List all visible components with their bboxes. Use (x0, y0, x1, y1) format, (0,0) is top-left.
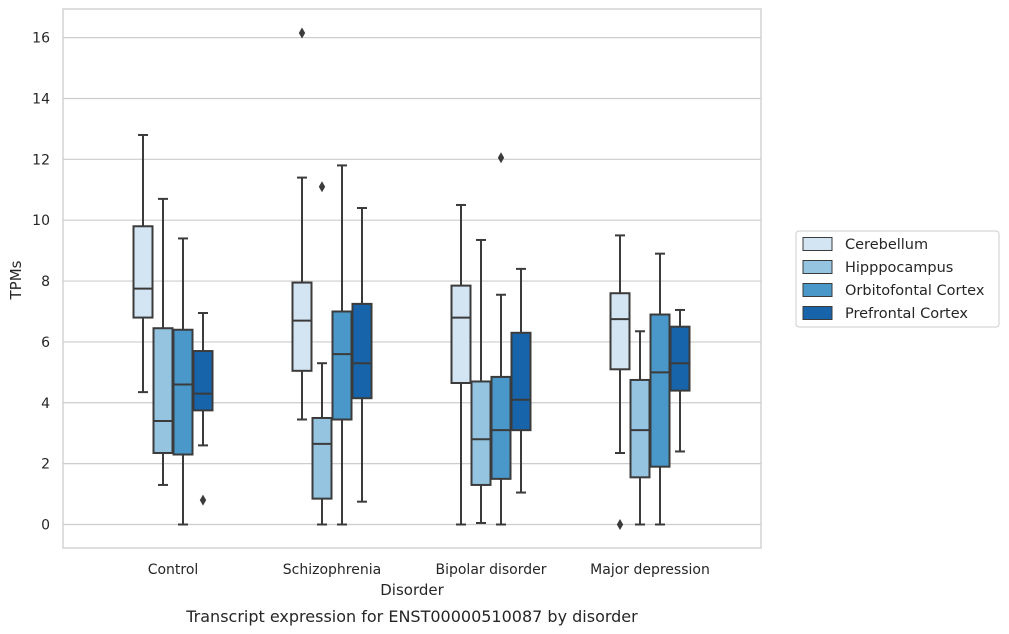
outlier-point (318, 181, 326, 193)
box-iqr (490, 375, 512, 480)
series-prefrontal-cortex (192, 207, 691, 506)
box-iqr (311, 416, 333, 500)
box-iqr (450, 284, 472, 384)
y-tick-label: 2 (41, 457, 50, 473)
series-hipppocampus (152, 181, 651, 526)
box-iqr (649, 313, 671, 468)
y-axis-title: TPMs (7, 260, 25, 300)
chart-caption: Transcript expression for ENST0000051008… (185, 607, 638, 626)
box-iqr (291, 281, 313, 372)
box-group (629, 330, 651, 526)
legend-swatch (802, 283, 833, 297)
box-group (450, 203, 472, 526)
series-cerebellum (132, 27, 631, 530)
plot-frame (62, 8, 762, 549)
legend-swatch (802, 260, 833, 274)
outlier-point (298, 27, 306, 39)
box-group (669, 308, 691, 453)
x-tick-label: Schizophrenia (283, 562, 381, 578)
y-tick-label: 14 (32, 91, 50, 107)
series-orbitofontal-cortex (172, 152, 671, 526)
outlier-point (616, 519, 624, 530)
box-group (609, 234, 631, 530)
box-group (470, 238, 492, 524)
box-group (192, 312, 214, 506)
legend-swatch (802, 237, 833, 251)
box-iqr (609, 292, 631, 371)
box-iqr (351, 302, 373, 400)
y-axis-ticks: 0 2 4 6 8 10 12 14 16 (32, 31, 50, 534)
legend-label: Hipppocampus (845, 260, 953, 276)
box-iqr (192, 350, 214, 412)
box-group (351, 207, 373, 503)
y-tick-label: 10 (32, 213, 50, 229)
box-series (132, 27, 691, 530)
x-axis-ticks: Control Schizophrenia Bipolar disorder Majo… (148, 562, 710, 578)
box-group (311, 181, 333, 526)
legend-label: Prefrontal Cortex (845, 306, 968, 322)
y-tick-label: 12 (32, 152, 50, 168)
box-iqr (470, 380, 492, 486)
x-tick-label: Control (148, 562, 199, 578)
y-tick-label: 8 (41, 274, 50, 290)
box-iqr (172, 328, 194, 456)
box-iqr (132, 225, 154, 319)
x-tick-label: Major depression (590, 562, 710, 578)
box-group (331, 164, 353, 526)
x-axis-title: Disorder (380, 581, 444, 599)
box-group (649, 252, 671, 526)
box-iqr (331, 310, 353, 421)
x-tick-label: Bipolar disorder (435, 562, 546, 578)
legend-swatch (802, 306, 833, 320)
box-iqr (669, 325, 691, 392)
legend-frame (795, 230, 1000, 328)
box-iqr (629, 378, 651, 479)
y-tick-label: 6 (41, 335, 50, 351)
legend-label: Cerebellum (845, 237, 928, 253)
box-group (291, 27, 313, 421)
box-iqr (510, 331, 532, 432)
box-iqr (152, 327, 174, 454)
outlier-point (199, 494, 207, 506)
box-group (172, 237, 194, 526)
box-group (490, 152, 512, 526)
y-tick-label: 16 (32, 31, 50, 47)
outlier-point (497, 152, 505, 164)
box-group (132, 133, 154, 394)
y-tick-label: 0 (41, 518, 50, 534)
box-group (152, 197, 174, 486)
y-tick-label: 4 (41, 396, 50, 412)
box-group (510, 267, 532, 494)
legend: Cerebellum Hipppocampus Orbitofontal Corte… (795, 230, 1000, 328)
legend-label: Orbitofontal Cortex (845, 283, 985, 299)
